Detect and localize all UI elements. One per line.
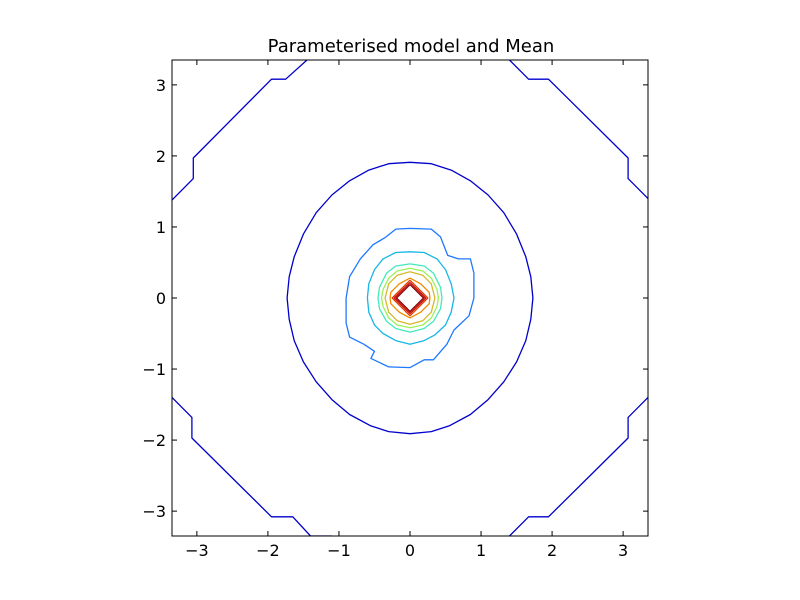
contour-layer xyxy=(172,60,648,536)
contour-line-8-0 xyxy=(391,279,429,317)
y-tick-label-3: 0 xyxy=(156,289,166,308)
contour-line-0-0 xyxy=(172,60,308,201)
y-tick-label-5: 2 xyxy=(156,147,166,166)
contour-line-7-0 xyxy=(389,277,431,319)
y-tick-label-4: 1 xyxy=(156,218,166,237)
contour-line-10-0 xyxy=(395,284,425,313)
contour-line-0-1 xyxy=(509,60,648,199)
contour-line-0-2 xyxy=(172,397,332,536)
contour-line-1-0 xyxy=(286,161,534,435)
x-tick-label-2: −1 xyxy=(327,541,351,560)
x-tick-label-0: −3 xyxy=(185,541,209,560)
y-tick-label-0: −3 xyxy=(142,502,166,521)
contour-line-2-0 xyxy=(345,227,475,369)
plot-background xyxy=(172,60,648,536)
contour-line-4-0 xyxy=(377,263,443,333)
contour-line-6-0 xyxy=(384,271,436,325)
x-tick-label-4: 1 xyxy=(476,541,486,560)
x-tick-label-3: 0 xyxy=(405,541,415,560)
y-tick-label-6: 3 xyxy=(156,76,166,95)
x-tick-label-1: −2 xyxy=(256,541,280,560)
x-tick-label-6: 3 xyxy=(618,541,628,560)
chart-title: Parameterised model and Mean xyxy=(268,36,555,57)
contour-line-5-0 xyxy=(380,267,440,329)
contour-line-0-3 xyxy=(509,397,648,536)
axis-ticks: −3 −2 −1 0 1 2 3 −3 −2 −1 0 1 2 3 xyxy=(142,60,648,560)
y-tick-label-2: −1 xyxy=(142,360,166,379)
y-tick-label-1: −2 xyxy=(142,431,166,450)
plot-frame xyxy=(171,59,649,537)
contour-line-3-0 xyxy=(366,251,455,345)
x-tick-label-5: 2 xyxy=(547,541,557,560)
contour-line-9-0 xyxy=(393,281,427,315)
plot-area xyxy=(172,60,648,536)
